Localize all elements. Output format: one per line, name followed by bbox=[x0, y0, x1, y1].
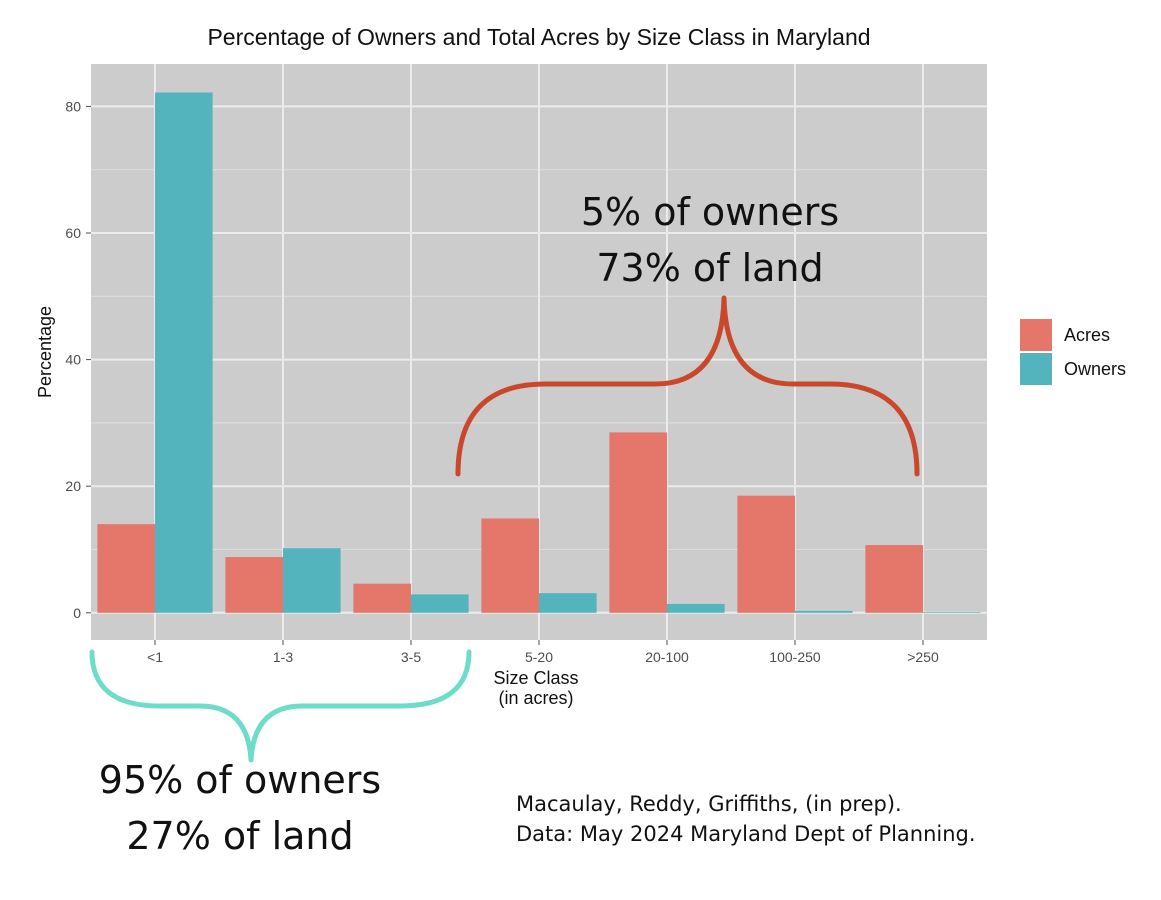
bar-owners-4 bbox=[667, 603, 725, 613]
y-tick-label: 40 bbox=[65, 352, 81, 368]
annotation-left-line2: 27% of land bbox=[126, 814, 354, 858]
bar-owners-2 bbox=[411, 594, 469, 613]
bar-acres-0 bbox=[97, 524, 155, 613]
bar-acres-6 bbox=[865, 545, 923, 613]
bar-acres-5 bbox=[737, 495, 795, 613]
y-axis-title: Percentage bbox=[35, 306, 55, 398]
bar-acres-1 bbox=[225, 557, 283, 613]
y-tick-label: 0 bbox=[73, 605, 81, 621]
x-axis-title-line2: (in acres) bbox=[498, 688, 574, 708]
brace-right bbox=[455, 295, 920, 477]
legend-key-owners bbox=[1020, 353, 1052, 385]
legend: Acres Owners bbox=[1020, 319, 1126, 385]
annotation-right: 5% of owners 73% of land bbox=[540, 184, 880, 296]
bar-owners-3 bbox=[539, 593, 597, 613]
x-axis-title-line1: Size Class bbox=[493, 668, 579, 688]
source-line2: Data: May 2024 Maryland Dept of Planning… bbox=[516, 822, 976, 846]
bars bbox=[97, 92, 981, 613]
bar-owners-1 bbox=[283, 548, 341, 613]
x-axis-title: Size Class (in acres) bbox=[476, 668, 596, 708]
annotation-right-line1: 5% of owners bbox=[580, 190, 840, 234]
y-tick-label: 60 bbox=[65, 225, 81, 241]
brace-left bbox=[89, 649, 472, 763]
annotation-right-line2: 73% of land bbox=[596, 246, 824, 290]
x-tick-label: 20-100 bbox=[645, 649, 689, 665]
bar-owners-5 bbox=[795, 610, 853, 613]
x-tick-label: 100-250 bbox=[769, 649, 821, 665]
bar-acres-2 bbox=[353, 583, 411, 613]
chart-title: Percentage of Owners and Total Acres by … bbox=[207, 24, 871, 50]
legend-label-owners: Owners bbox=[1064, 359, 1126, 379]
x-tick-label: 1-3 bbox=[273, 649, 293, 665]
annotation-left-line1: 95% of owners bbox=[98, 758, 382, 802]
source-note: Macaulay, Reddy, Griffiths, (in prep). D… bbox=[516, 789, 976, 849]
bar-acres-4 bbox=[609, 432, 667, 613]
bar-owners-6 bbox=[923, 612, 981, 613]
y-axis-ticks: 0 20 40 60 80 bbox=[65, 98, 91, 621]
bar-owners-0 bbox=[155, 92, 213, 613]
source-line1: Macaulay, Reddy, Griffiths, (in prep). bbox=[516, 792, 902, 816]
x-tick-label: <1 bbox=[147, 649, 163, 665]
annotation-left: 95% of owners 27% of land bbox=[70, 752, 410, 864]
x-axis-ticks: <1 1-3 3-5 5-20 20-100 100-250 >250 bbox=[147, 640, 939, 665]
y-tick-label: 20 bbox=[65, 478, 81, 494]
x-tick-label: 5-20 bbox=[525, 649, 553, 665]
bar-acres-3 bbox=[481, 518, 539, 613]
x-tick-label: >250 bbox=[907, 649, 939, 665]
legend-label-acres: Acres bbox=[1064, 325, 1110, 345]
legend-key-acres bbox=[1020, 319, 1052, 351]
y-tick-label: 80 bbox=[65, 98, 81, 114]
x-tick-label: 3-5 bbox=[401, 649, 421, 665]
